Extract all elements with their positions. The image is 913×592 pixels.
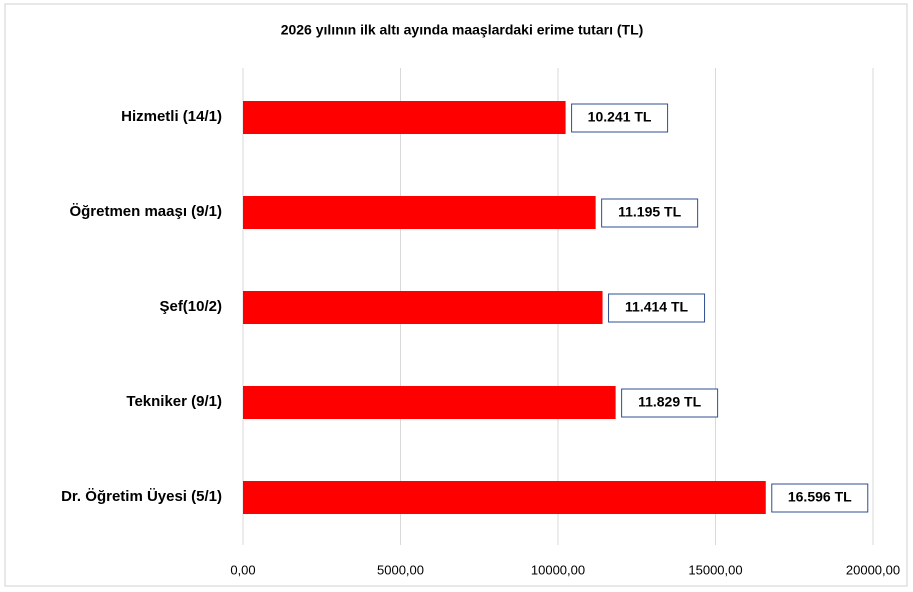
y-tick-label: Dr. Öğretim Üyesi (5/1)	[61, 488, 222, 505]
value-label-box	[608, 293, 706, 323]
x-tick-label: 10000,00	[531, 562, 585, 577]
x-tick-label: 20000,00	[846, 562, 900, 577]
bar	[243, 291, 603, 324]
x-tick-label: 0,00	[230, 562, 255, 577]
y-tick-label: Hizmetli (14/1)	[121, 108, 222, 125]
value-label-box	[621, 388, 719, 418]
chart-title: 2026 yılının ilk altı ayında maaşlardaki…	[281, 22, 644, 38]
bar	[243, 386, 616, 419]
y-tick-label: Öğretmen maaşı (9/1)	[69, 203, 222, 220]
value-label: 16.596 TL	[788, 489, 852, 505]
value-label: 11.829 TL	[638, 394, 701, 410]
value-label-box	[571, 103, 669, 133]
value-label: 11.195 TL	[618, 204, 681, 220]
bar	[243, 101, 566, 134]
value-label: 11.414 TL	[625, 299, 688, 315]
x-tick-label: 15000,00	[688, 562, 742, 577]
value-label: 10.241 TL	[588, 109, 652, 125]
x-tick-label: 5000,00	[377, 562, 424, 577]
y-tick-label: Tekniker (9/1)	[126, 393, 222, 410]
value-label-box	[771, 483, 869, 513]
y-tick-label: Şef(10/2)	[159, 298, 222, 315]
bar	[243, 481, 766, 514]
bar	[243, 196, 596, 229]
value-label-box	[601, 198, 699, 228]
